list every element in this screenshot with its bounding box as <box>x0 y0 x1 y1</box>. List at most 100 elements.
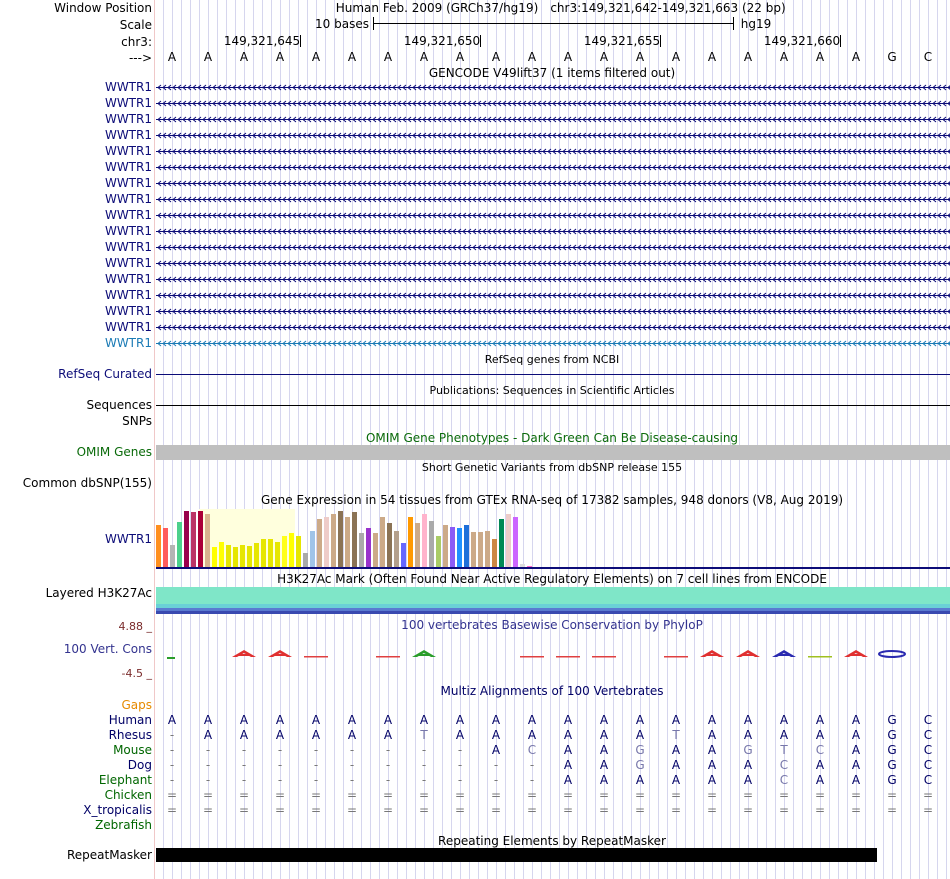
gencode-transcript[interactable] <box>156 320 950 335</box>
pubs-sequences-feature[interactable] <box>156 405 950 406</box>
gencode-transcript[interactable] <box>156 224 950 239</box>
gtex-tissue-bar[interactable] <box>492 539 497 567</box>
gtex-tissue-bar[interactable] <box>506 514 511 567</box>
gtex-tissue-bar[interactable] <box>163 528 168 567</box>
gtex-tissue-bar[interactable] <box>513 517 518 567</box>
gencode-gene-label[interactable]: WWTR1 <box>104 256 152 270</box>
gtex-tissue-bar[interactable] <box>226 545 231 567</box>
gtex-tissue-bar[interactable] <box>415 523 420 567</box>
gencode-transcript[interactable] <box>156 192 950 207</box>
gtex-tissue-bar[interactable] <box>282 536 287 567</box>
gtex-tissue-bar[interactable] <box>394 531 399 567</box>
gencode-gene-label[interactable]: WWTR1 <box>104 336 152 350</box>
gtex-tissue-bar[interactable] <box>303 553 308 567</box>
gencode-transcript[interactable] <box>156 160 950 175</box>
gencode-transcript[interactable] <box>156 288 950 303</box>
gtex-tissue-bar[interactable] <box>429 521 434 567</box>
gtex-tissue-bar[interactable] <box>296 536 301 567</box>
gencode-gene-label[interactable]: WWTR1 <box>104 112 152 126</box>
gtex-tissue-bar[interactable] <box>275 542 280 567</box>
gencode-gene-label[interactable]: WWTR1 <box>104 240 152 254</box>
species-label[interactable]: Zebrafish <box>95 818 152 832</box>
species-label[interactable]: Mouse <box>113 743 152 757</box>
pubs-snps-label[interactable]: SNPs <box>122 414 152 428</box>
gtex-tissue-bar[interactable] <box>219 542 224 567</box>
gtex-tissue-bar[interactable] <box>184 511 189 567</box>
gencode-transcript[interactable] <box>156 80 950 95</box>
gencode-gene-label[interactable]: WWTR1 <box>104 288 152 302</box>
gencode-gene-label[interactable]: WWTR1 <box>104 96 152 110</box>
gtex-tissue-bar[interactable] <box>436 536 441 567</box>
gtex-tissue-bar[interactable] <box>338 511 343 567</box>
gtex-tissue-bar[interactable] <box>254 543 259 567</box>
omim-genes-label[interactable]: OMIM Genes <box>76 445 152 459</box>
gtex-tissue-bar[interactable] <box>240 545 245 567</box>
h3k27ac-label[interactable]: Layered H3K27Ac <box>45 586 152 600</box>
species-label[interactable]: Rhesus <box>108 728 152 742</box>
gencode-transcript[interactable] <box>156 144 950 159</box>
gtex-tissue-bar[interactable] <box>450 527 455 567</box>
species-label[interactable]: Dog <box>127 758 152 772</box>
gencode-transcript[interactable] <box>156 208 950 223</box>
species-label[interactable]: Human <box>108 713 152 727</box>
omim-feature[interactable] <box>156 445 950 460</box>
refseq-curated-label[interactable]: RefSeq Curated <box>58 367 152 381</box>
species-label[interactable]: X_tropicalis <box>83 803 152 817</box>
pubs-sequences-label[interactable]: Sequences <box>86 398 152 412</box>
gtex-tissue-bar[interactable] <box>471 532 476 567</box>
gtex-tissue-bar[interactable] <box>520 564 525 567</box>
gencode-gene-label[interactable]: WWTR1 <box>104 80 152 94</box>
gtex-tissue-bar[interactable] <box>212 547 217 567</box>
gtex-tissue-bar[interactable] <box>527 566 532 567</box>
refseq-curated-feature[interactable] <box>156 374 950 375</box>
gtex-tissue-bar[interactable] <box>485 531 490 567</box>
gencode-gene-label[interactable]: WWTR1 <box>104 176 152 190</box>
gtex-tissue-bar[interactable] <box>177 522 182 567</box>
gtex-tissue-bar[interactable] <box>359 533 364 567</box>
species-label[interactable]: Chicken <box>104 788 152 802</box>
repeatmasker-element[interactable] <box>156 848 877 862</box>
gencode-transcript[interactable] <box>156 304 950 319</box>
gtex-tissue-bar[interactable] <box>478 532 483 567</box>
gtex-tissue-bar[interactable] <box>289 533 294 567</box>
gencode-transcript[interactable] <box>156 112 950 127</box>
gencode-transcript[interactable] <box>156 240 950 255</box>
gtex-tissue-bar[interactable] <box>247 546 252 567</box>
gencode-transcript[interactable] <box>156 336 950 351</box>
gtex-tissue-bar[interactable] <box>198 511 203 567</box>
gtex-tissue-bar[interactable] <box>310 531 315 567</box>
repeatmasker-label[interactable]: RepeatMasker <box>66 848 152 862</box>
conservation-logo[interactable] <box>156 646 950 668</box>
gtex-tissue-bar[interactable] <box>156 525 161 567</box>
gtex-tissue-bar[interactable] <box>233 547 238 567</box>
gtex-tissue-bar[interactable] <box>191 512 196 567</box>
gtex-tissue-bar[interactable] <box>387 523 392 567</box>
multiz-gaps-label[interactable]: Gaps <box>121 698 152 712</box>
gtex-tissue-bar[interactable] <box>268 539 273 567</box>
gencode-gene-label[interactable]: WWTR1 <box>104 160 152 174</box>
gtex-tissue-bar[interactable] <box>380 517 385 567</box>
gencode-transcript[interactable] <box>156 176 950 191</box>
gtex-tissue-bar[interactable] <box>352 512 357 567</box>
gencode-transcript[interactable] <box>156 272 950 287</box>
conservation-label[interactable]: 100 Vert. Cons <box>63 642 152 656</box>
gencode-gene-label[interactable]: WWTR1 <box>104 192 152 206</box>
gtex-tissue-bar[interactable] <box>499 519 504 567</box>
gencode-gene-label[interactable]: WWTR1 <box>104 208 152 222</box>
gtex-tissue-bar[interactable] <box>324 517 329 567</box>
gtex-tissue-bar[interactable] <box>331 514 336 567</box>
gtex-tissue-bar[interactable] <box>373 533 378 567</box>
gtex-tissue-bar[interactable] <box>408 517 413 567</box>
gtex-tissue-bar[interactable] <box>464 525 469 567</box>
dbsnp-label[interactable]: Common dbSNP(155) <box>22 476 152 490</box>
gtex-tissue-bar[interactable] <box>205 514 210 567</box>
gtex-gene-label[interactable]: WWTR1 <box>104 532 152 546</box>
h3k27ac-signal[interactable] <box>156 587 950 614</box>
gencode-transcript[interactable] <box>156 256 950 271</box>
gtex-tissue-bar[interactable] <box>345 517 350 567</box>
gencode-transcript[interactable] <box>156 96 950 111</box>
gtex-tissue-bar[interactable] <box>443 525 448 567</box>
gtex-tissue-bar[interactable] <box>261 539 266 567</box>
gtex-expression-chart[interactable] <box>156 509 950 567</box>
